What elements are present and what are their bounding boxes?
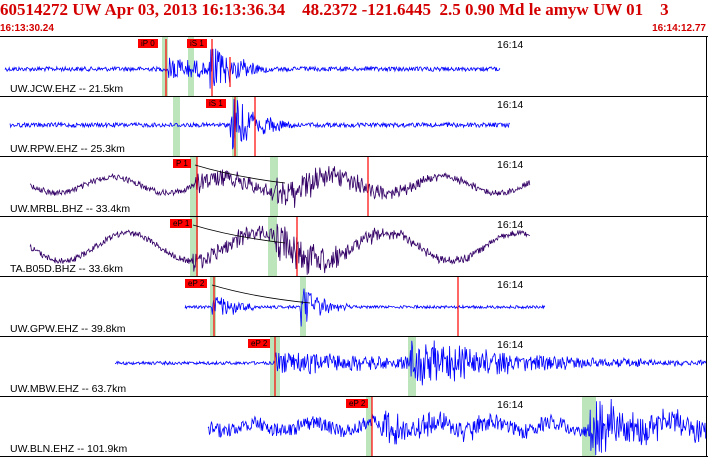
time-tick-label: 16:14 <box>497 219 524 231</box>
pick-label[interactable]: iS 1 <box>206 99 226 108</box>
start-time-label: 16:13:30.24 <box>0 23 54 34</box>
trace-panel-bln[interactable]: eP 2 16:14 UW.BLN.EHZ -- 101.9km <box>0 396 708 456</box>
station-label: UW.GPW.EHZ -- 39.8km <box>10 323 126 335</box>
frame-border <box>0 456 708 457</box>
trace-panel-b05d[interactable]: eP 1 16:14 TA.B05D.BHZ -- 33.6km <box>0 216 708 276</box>
station-label: UW.RPW.EHZ -- 25.3km <box>10 143 125 155</box>
end-time-label: 16:14:12.77 <box>652 23 706 34</box>
station-label: TA.B05D.BHZ -- 33.6km <box>10 263 123 275</box>
time-tick-label: 16:14 <box>497 279 524 291</box>
pick-label[interactable]: iP 0 <box>138 39 158 48</box>
trace-panel-jcw[interactable]: iP 0 iS 1 16:14 UW.JCW.EHZ -- 21.5km <box>0 36 708 96</box>
pick-label[interactable]: iS 1 <box>187 39 207 48</box>
seismogram-trace <box>29 157 531 216</box>
station-label: UW.JCW.EHZ -- 21.5km <box>10 83 124 95</box>
pick-label[interactable]: eP 2 <box>248 339 271 348</box>
seismogram-trace <box>207 397 707 456</box>
seismogram-trace <box>184 277 546 336</box>
event-header: 60514272 UW Apr 03, 2013 16:13:36.34 48.… <box>0 0 708 36</box>
pick-label[interactable]: eP 2 <box>185 279 208 288</box>
seismogram-trace <box>29 217 531 276</box>
seismogram-trace <box>4 37 501 96</box>
seismogram-trace <box>114 337 707 396</box>
time-tick-label: 16:14 <box>497 39 524 51</box>
time-tick-label: 16:14 <box>497 99 524 111</box>
pick-label[interactable]: P 1 <box>173 159 191 168</box>
time-tick-label: 16:14 <box>497 399 524 411</box>
trace-panel-gpw[interactable]: eP 2 16:14 UW.GPW.EHZ -- 39.8km <box>0 276 708 336</box>
time-tick-label: 16:14 <box>497 339 524 351</box>
trace-panel-mrbl[interactable]: P 1 16:14 UW.MRBL.BHZ -- 33.4km <box>0 156 708 216</box>
pick-label[interactable]: eP 2 <box>346 399 369 408</box>
pick-label[interactable]: eP 1 <box>170 219 193 228</box>
event-title: 60514272 UW Apr 03, 2013 16:13:36.34 48.… <box>0 0 669 19</box>
time-tick-label: 16:14 <box>497 159 524 171</box>
station-label: UW.BLN.EHZ -- 101.9km <box>10 443 128 455</box>
station-label: UW.MRBL.BHZ -- 33.4km <box>10 203 131 215</box>
station-label: UW.MBW.EHZ -- 63.7km <box>10 383 127 395</box>
trace-panel-mbw[interactable]: eP 2 16:14 UW.MBW.EHZ -- 63.7km <box>0 336 708 396</box>
seismogram-trace <box>9 97 510 156</box>
frame-border <box>706 36 707 456</box>
trace-panel-rpw[interactable]: iS 1 16:14 UW.RPW.EHZ -- 25.3km <box>0 96 708 156</box>
